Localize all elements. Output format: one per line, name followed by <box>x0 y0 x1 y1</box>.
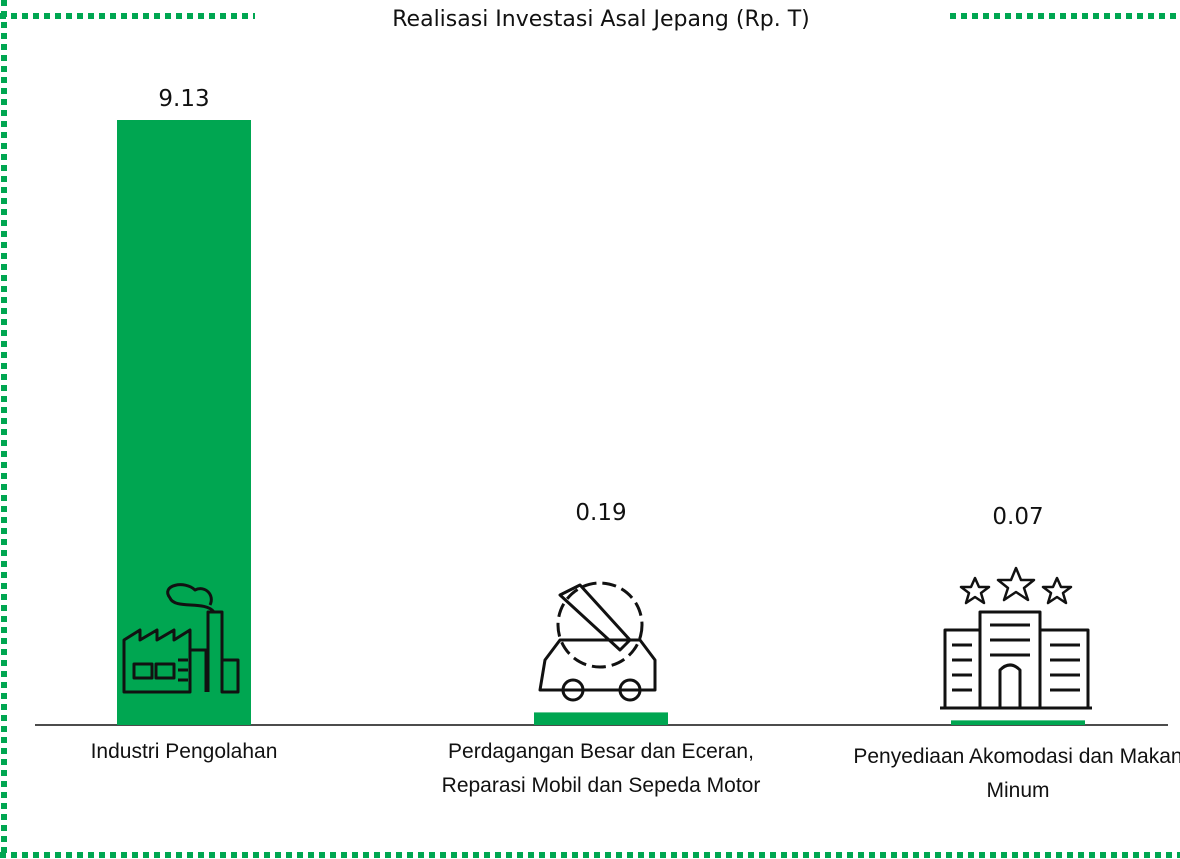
repair-icon <box>538 581 657 702</box>
chart-title: Realisasi Investasi Asal Jepang (Rp. T) <box>392 7 809 32</box>
value-label: 0.07 <box>992 504 1043 530</box>
factory-icon <box>122 583 240 694</box>
bar <box>951 720 1085 725</box>
x-tick-label: Industri Pengolahan <box>90 740 278 763</box>
x-tick-label: Penyediaan Akomodasi dan Makan Minum <box>853 745 1180 802</box>
value-label: 0.19 <box>575 500 626 526</box>
x-tick-label: Perdagangan Besar dan Eceran, Reparasi M… <box>441 740 761 797</box>
hotel-icon <box>940 566 1092 710</box>
bar <box>117 120 251 725</box>
value-label: 9.13 <box>158 86 209 112</box>
bar <box>534 712 668 725</box>
bars <box>117 120 1085 725</box>
